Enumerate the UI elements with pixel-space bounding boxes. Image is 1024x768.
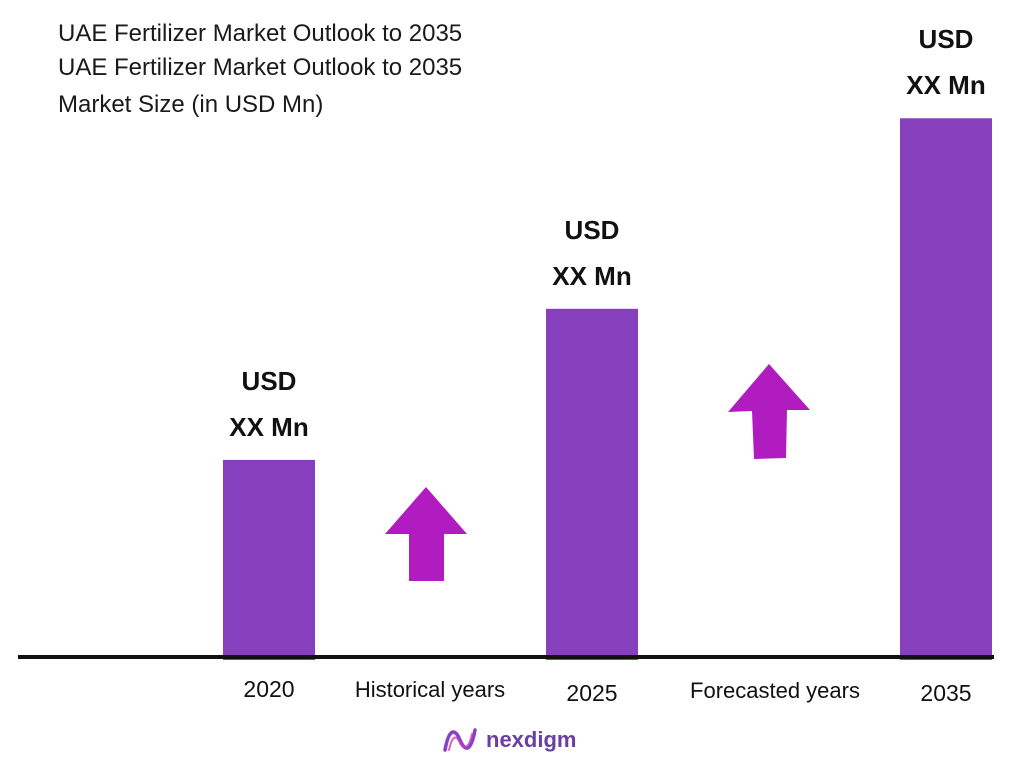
period-label-historical: Historical years	[354, 677, 506, 702]
period-label-forecast: Forecasted years	[690, 678, 860, 703]
value-label-line: XX Mn	[229, 411, 309, 442]
category-label-2035: 2035	[920, 680, 972, 706]
value-label-2025: USD XX Mn	[512, 207, 672, 299]
nexdigm-logo: nexdigm	[440, 724, 576, 756]
category-label-2025: 2025	[566, 680, 618, 706]
value-label-2020: USD XX Mn	[189, 358, 349, 450]
chart-subtitle: Market Size (in USD Mn)	[58, 91, 324, 118]
nexdigm-logo-icon	[443, 728, 477, 752]
growth-arrow-historical-icon	[385, 487, 467, 581]
growth-arrow-forecast-icon	[728, 364, 810, 459]
value-label-line: USD	[564, 214, 620, 245]
value-label-2035: USD XX Mn	[866, 16, 1024, 108]
value-label-line: USD	[241, 365, 297, 396]
value-label-line: USD	[918, 24, 974, 55]
chart-title-repeat: UAE Fertilizer Market Outlook to 2035	[58, 54, 463, 81]
bar-2025	[546, 308, 638, 660]
logo-text: nexdigm	[486, 727, 577, 752]
value-label-line: XX Mn	[552, 260, 632, 291]
bar-2020	[223, 459, 315, 660]
value-label-line: XX Mn	[906, 70, 986, 101]
bar-2035	[900, 118, 992, 660]
category-label-2020: 2020	[243, 676, 295, 702]
chart-title: UAE Fertilizer Market Outlook to 2035	[58, 20, 463, 47]
